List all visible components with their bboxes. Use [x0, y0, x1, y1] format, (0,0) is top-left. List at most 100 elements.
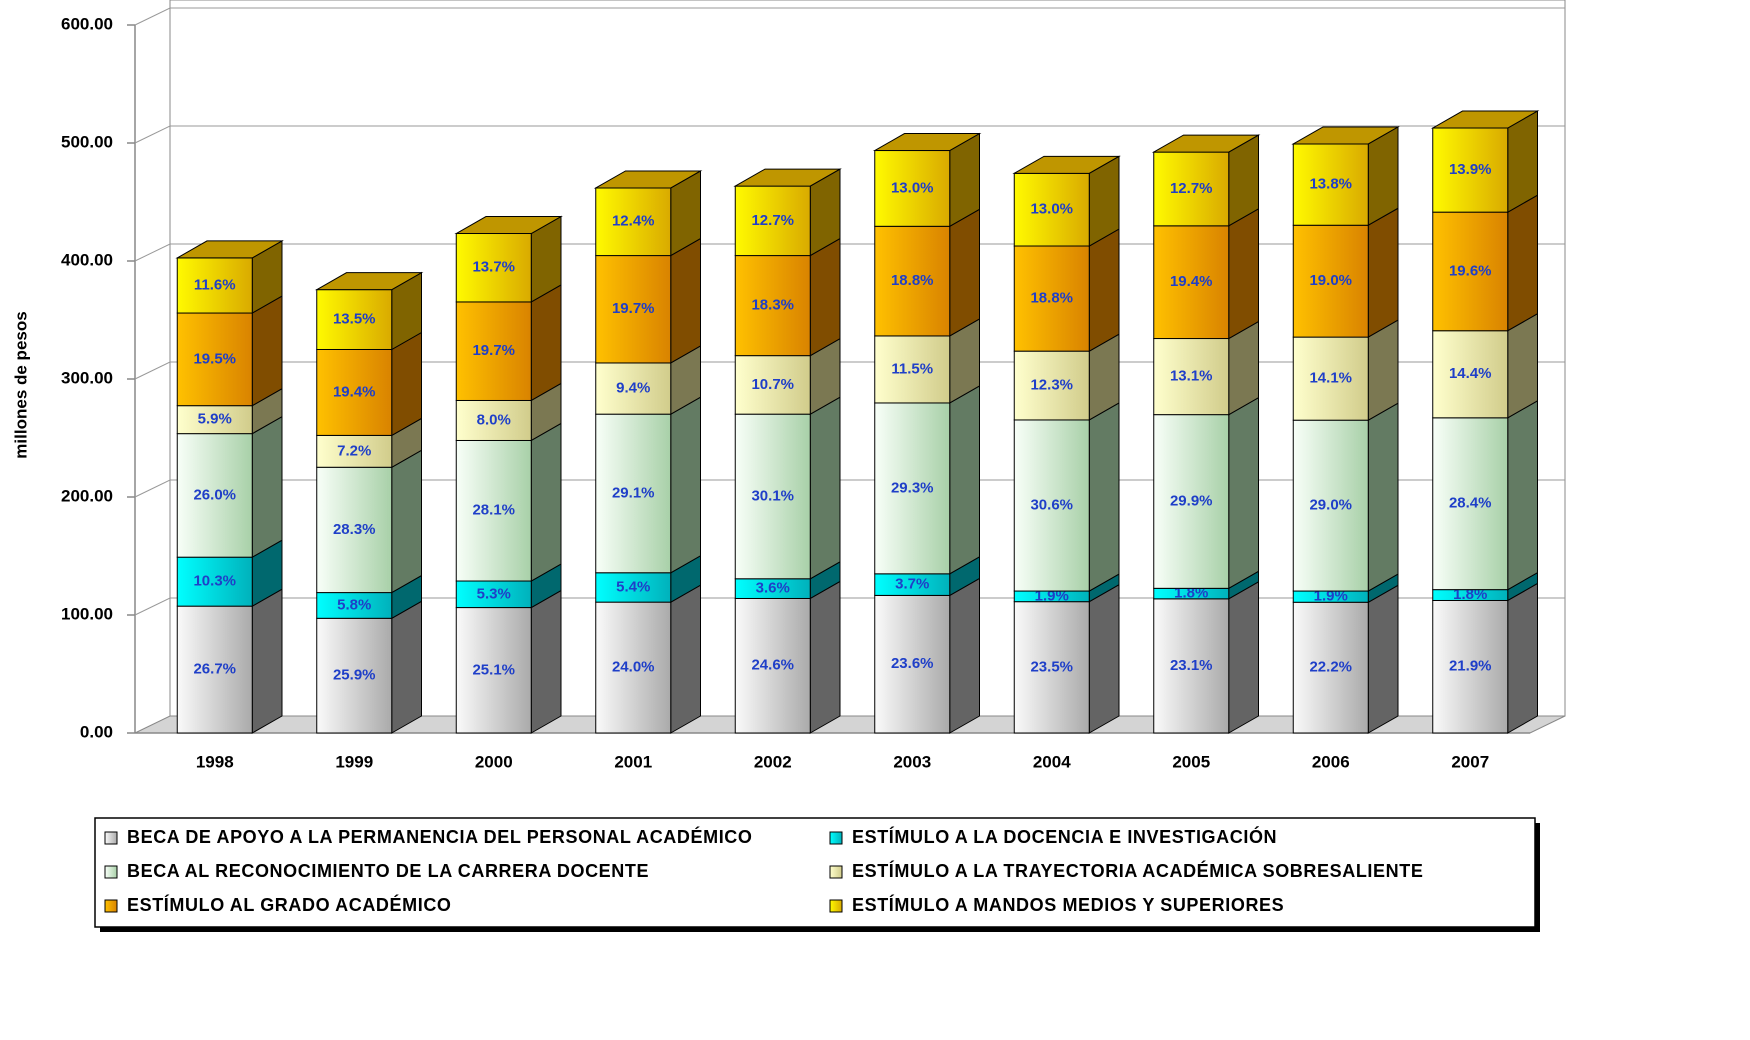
bar-segment: [734, 185, 811, 257]
legend-swatch: [104, 899, 118, 913]
bar-segment: [176, 556, 253, 607]
data-label: 13.0%: [891, 179, 934, 196]
data-label: 5.8%: [337, 596, 371, 613]
bar-segment: [1153, 225, 1230, 340]
bar-side: [809, 237, 841, 357]
bar-side: [1228, 396, 1259, 590]
bar-segment: [595, 187, 672, 257]
bar-top: [872, 133, 982, 152]
bar-top: [1291, 126, 1400, 145]
bar-side: [1088, 583, 1120, 734]
y-tick-label: 200.00: [61, 486, 113, 505]
legend-label: BECA DE APOYO A LA PERMANENCIA DEL PERSO…: [127, 826, 753, 847]
bar-segment: [1013, 419, 1090, 592]
bar-segment: [1153, 414, 1230, 589]
data-label: 12.4%: [612, 213, 655, 230]
bar-segment: [316, 289, 393, 351]
bar-segment: [595, 362, 672, 415]
bar-segment: [1292, 601, 1369, 734]
bar-side: [1507, 399, 1538, 591]
bar-segment: [1013, 172, 1090, 247]
data-label: 23.5%: [1030, 658, 1073, 675]
x-tick-label: 2007: [1451, 752, 1489, 771]
data-label: 29.0%: [1309, 497, 1352, 514]
bar-segment: [874, 402, 951, 575]
grid-line: [134, 125, 1565, 144]
data-label: 9.4%: [616, 380, 650, 397]
data-label: 26.7%: [193, 661, 236, 678]
bar-segment: [1292, 224, 1369, 338]
data-label: 8.0%: [477, 411, 511, 428]
data-label: 23.6%: [891, 655, 934, 672]
bar-side: [1228, 207, 1259, 340]
data-label: 13.5%: [333, 311, 376, 328]
data-label: 24.6%: [751, 657, 794, 674]
bar-segment: [874, 150, 951, 227]
legend-swatch: [829, 865, 843, 879]
x-tick-label: 2003: [893, 752, 931, 771]
data-label: 3.6%: [756, 580, 790, 597]
data-label: 5.9%: [198, 411, 232, 428]
bar-top: [593, 170, 703, 189]
data-label: 12.3%: [1030, 377, 1073, 394]
bar-segment: [595, 413, 672, 574]
data-label: 22.2%: [1309, 659, 1352, 676]
data-label: 28.1%: [472, 502, 515, 519]
data-label: 1.8%: [1453, 586, 1487, 603]
grid-line: [134, 7, 1565, 26]
data-label: 29.9%: [1170, 492, 1213, 509]
bar-side: [670, 237, 701, 364]
bar-side: [1088, 228, 1120, 353]
data-label: 11.6%: [194, 276, 236, 293]
bar-segment: [176, 312, 253, 407]
bar-side: [1507, 312, 1538, 419]
bar-side: [1088, 402, 1120, 592]
bar-segment: [734, 597, 811, 734]
legend-swatch: [104, 831, 118, 845]
x-tick-label: 2001: [614, 752, 652, 771]
data-label: 10.3%: [193, 573, 236, 590]
bar-segment: [734, 413, 811, 580]
bar-segment: [1153, 338, 1230, 416]
bar-top: [175, 240, 284, 259]
bar-top: [314, 272, 424, 291]
bar-top: [1151, 134, 1261, 153]
bar-segment: [176, 433, 253, 558]
data-label: 13.7%: [472, 259, 515, 276]
bar-side: [251, 588, 283, 734]
data-label: 14.1%: [1309, 370, 1352, 387]
data-label: 29.3%: [891, 479, 934, 496]
bar-segment: [1013, 601, 1090, 734]
bar-side: [949, 577, 980, 734]
bar-segment: [1013, 245, 1090, 352]
bar-segment: [1292, 419, 1369, 592]
bar-segment: [1432, 417, 1509, 591]
bar-side: [251, 295, 283, 407]
data-label: 1.9%: [1314, 588, 1348, 605]
y-tick-label: 100.00: [61, 604, 113, 623]
legend-label: ESTÍMULO A LA TRAYECTORIA ACADÉMICA SOBR…: [852, 860, 1423, 881]
x-tick-label: 2000: [475, 752, 513, 771]
bar-segment: [316, 617, 393, 734]
y-tick-label: 400.00: [61, 250, 113, 269]
bar-side: [391, 449, 422, 594]
x-tick-label: 2002: [754, 752, 792, 771]
bar-side: [530, 422, 562, 582]
data-label: 18.3%: [751, 297, 794, 314]
bar-side: [1228, 580, 1259, 734]
x-tick-label: 1999: [335, 752, 373, 771]
bar-segment: [1432, 330, 1509, 419]
legend-label: BECA AL RECONOCIMIENTO DE LA CARRERA DOC…: [127, 861, 649, 881]
bar-side: [949, 385, 980, 575]
data-label: 1.9%: [1035, 587, 1069, 604]
data-label: 19.0%: [1309, 272, 1352, 289]
data-label: 13.8%: [1309, 176, 1352, 193]
x-tick-label: 1998: [196, 752, 234, 771]
legend-label: ESTÍMULO A LA DOCENCIA E INVESTIGACIÓN: [852, 826, 1277, 847]
bar-segment: [316, 466, 393, 594]
data-label: 18.8%: [891, 272, 934, 289]
data-label: 25.1%: [472, 661, 515, 678]
bar-segment: [316, 349, 393, 436]
x-tick-label: 2005: [1172, 752, 1210, 771]
